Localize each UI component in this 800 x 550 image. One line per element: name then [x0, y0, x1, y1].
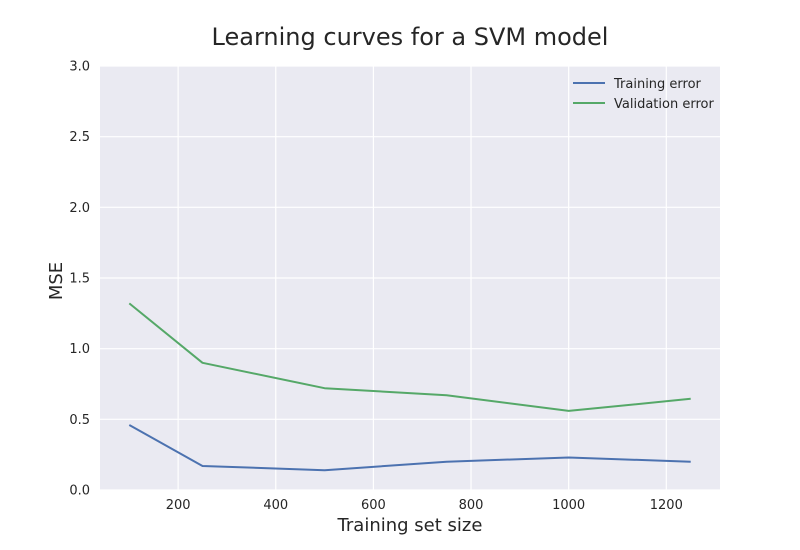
y-axis-label: MSE [46, 262, 67, 300]
chart-title: Learning curves for a SVM model [212, 23, 609, 51]
y-tick-label: 3.0 [69, 60, 90, 75]
y-tick-label: 0.0 [69, 484, 90, 499]
x-tick-label: 600 [361, 498, 386, 513]
x-tick-label: 400 [263, 498, 288, 513]
y-tick-label: 2.5 [69, 130, 90, 145]
x-tick-label: 1200 [650, 498, 683, 513]
series-line-training-error [128, 424, 691, 472]
y-tick-labels: 0.0 0.5 1.0 1.5 2.0 2.5 3.0 [69, 60, 90, 499]
series-line-validation-error [128, 302, 691, 412]
x-tick-label: 800 [459, 498, 484, 513]
y-tick-label: 1.0 [69, 342, 90, 357]
x-axis-label: Training set size [337, 515, 483, 536]
x-tick-labels: 200 400 600 800 1000 1200 [166, 498, 683, 513]
grid-lines [100, 65, 720, 491]
y-tick-label: 1.5 [69, 272, 90, 287]
legend: Training error Validation error [573, 77, 714, 112]
legend-label-training-error: Training error [613, 77, 702, 92]
legend-label-validation-error: Validation error [614, 97, 714, 112]
y-tick-label: 0.5 [69, 413, 90, 428]
x-tick-label: 1000 [552, 498, 585, 513]
x-tick-label: 200 [166, 498, 191, 513]
series-lines [128, 302, 691, 472]
y-tick-label: 2.0 [69, 201, 90, 216]
